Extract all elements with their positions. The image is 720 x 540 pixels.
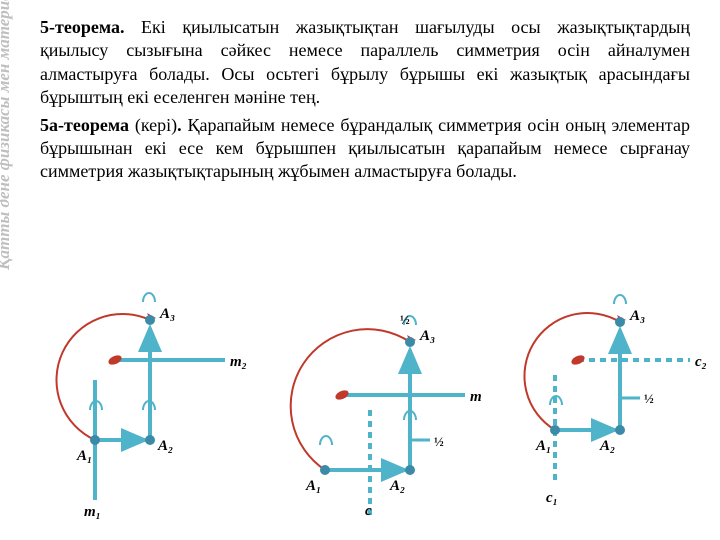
label-half: ½ [644,391,654,406]
label-c: c [365,503,372,519]
theorem-5-lead: 5-теорема. [40,17,124,37]
figure-3: A₁ A₂ A₃ c₁ c₂ ½ [500,290,720,520]
label-A3: A₃ [629,308,645,324]
theorem-5: 5-теорема. Екі қиылысатын жазықтықтан ша… [40,16,690,110]
figure-2: A₁ A₂ A₃ m c ½ ½ [270,290,490,520]
theorem-5-body: Екі қиылысатын жазықтықтан шағылуды осы … [40,17,690,107]
label-c2: c₂ [695,354,707,370]
label-m: m [470,389,482,405]
label-m1: m₁ [84,504,101,520]
label-half-side: ½ [434,434,444,449]
label-A2: A₂ [389,478,405,494]
label-m2: m₂ [230,354,247,370]
theorem-5a: 5а-теорема (кері). Қарапайым немесе бұра… [40,114,690,184]
figure-1: A₁ A₂ A₃ m₁ m₂ [40,290,260,520]
side-department-label: Қатты дене физикасы мен материалтану каф… [0,0,14,270]
label-A3: A₃ [159,306,175,322]
label-A1: A₁ [76,448,92,464]
label-A3: A₃ [419,328,435,344]
label-A1: A₁ [305,478,321,494]
label-A2: A₂ [157,438,173,454]
label-A2: A₂ [599,438,615,454]
label-half-top: ½ [400,312,410,327]
figure-row: A₁ A₂ A₃ m₁ m₂ [40,290,700,530]
theorem-5a-mid1: (кері) [129,115,177,135]
label-A1: A₁ [535,438,551,454]
theorem-5a-lead: 5а-теорема [40,115,129,135]
label-c1: c₁ [546,490,558,506]
text-block: 5-теорема. Екі қиылысатын жазықтықтан ша… [40,16,690,184]
